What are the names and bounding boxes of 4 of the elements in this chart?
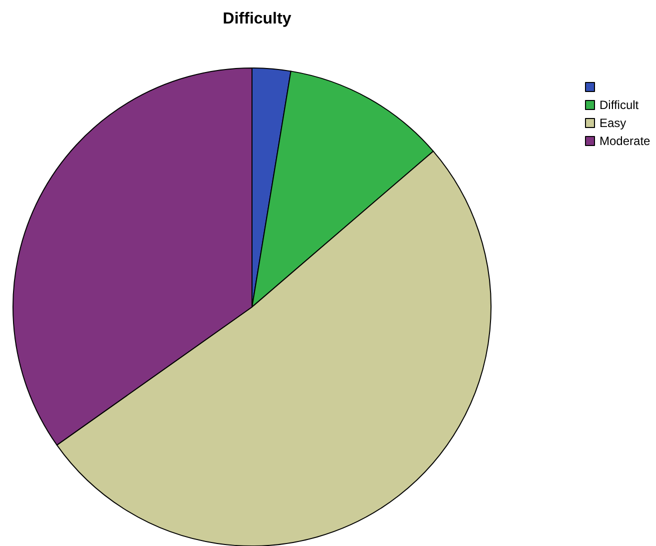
chart-title: Difficulty [222, 10, 292, 28]
legend-label: Moderate [600, 134, 651, 148]
legend-label: Easy [600, 116, 626, 130]
legend-label: Difficult [600, 98, 640, 112]
